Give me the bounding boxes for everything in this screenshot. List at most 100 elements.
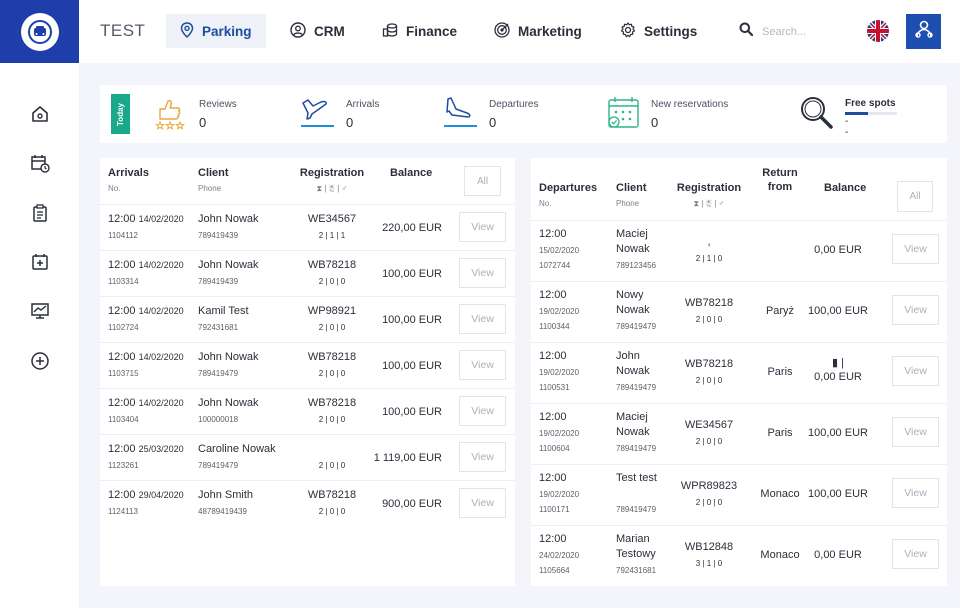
view-button[interactable]: View <box>459 442 506 472</box>
client-name: John Nowak <box>198 213 259 225</box>
reservation-number: 1100531 <box>539 383 570 392</box>
client-last-name: Nowak <box>616 365 650 377</box>
view-button[interactable]: View <box>459 350 506 380</box>
view-button[interactable]: View <box>892 417 939 447</box>
arrivals-header: Arrivals No. <box>108 167 149 193</box>
client-phone: 789419479 <box>198 369 239 378</box>
calendar-clock-icon[interactable] <box>28 151 52 175</box>
search-input[interactable] <box>762 25 832 38</box>
view-button[interactable]: View <box>892 356 939 386</box>
today-stats-bar: Today Reviews 0 Arrivals 0 Departures 0 … <box>100 85 947 143</box>
table-row: 12:00 15/02/2020 1072744 Maciej Nowak 7891234… <box>531 220 947 281</box>
registration-plate: WE34567 <box>684 419 734 431</box>
client-name: Caroline Nowak <box>198 443 276 455</box>
passenger-counts: 2 | 0 | 0 <box>318 277 346 286</box>
home-icon[interactable] <box>28 102 52 126</box>
uk-flag-icon[interactable] <box>867 20 889 42</box>
plane-landing-icon <box>300 96 336 135</box>
new-reservations-label: New reservations <box>651 99 729 110</box>
user-menu-button[interactable] <box>906 14 941 49</box>
departures-stat-value: 0 <box>489 115 497 130</box>
calendar-check-icon <box>607 95 641 136</box>
client-first-name: Nowy <box>616 289 644 301</box>
arrival-time: 12:00 14/02/2020 <box>108 259 184 271</box>
table-row: 12:00 19/02/2020 1100171 Test test 789419479… <box>531 464 947 525</box>
gear-icon <box>620 21 636 41</box>
client-first-name: Maciej <box>616 411 648 423</box>
arrival-time: 12:00 14/02/2020 <box>108 213 184 225</box>
balance-amount: 100,00 EUR <box>808 488 868 500</box>
user-circle-icon <box>290 21 306 41</box>
client-header: Client Phone <box>616 182 647 208</box>
client-last-name: Nowak <box>616 243 650 255</box>
passenger-counts: 2 | 1 | 0 <box>695 254 723 263</box>
reservation-number: 1124113 <box>108 507 138 516</box>
passenger-counts: 2 | 0 | 0 <box>318 415 346 424</box>
view-button[interactable]: View <box>459 304 506 334</box>
nav-parking[interactable]: Parking <box>166 14 266 48</box>
balance-amount: 100,00 EUR <box>382 360 442 372</box>
free-spots-value: -- <box>845 116 849 138</box>
client-first-name: John <box>616 350 640 362</box>
registration-plate: WPR89823 <box>680 480 738 492</box>
client-phone: 789123456 <box>616 261 657 270</box>
balance-amount: 900,00 EUR <box>382 498 442 510</box>
balance-amount: 100,00 EUR <box>808 427 868 439</box>
nav-settings[interactable]: Settings <box>606 14 711 48</box>
balance-amount: 220,00 EUR <box>382 222 442 234</box>
departure-time: 12:00 <box>539 350 567 362</box>
passenger-counts: 2 | 1 | 1 <box>318 231 346 240</box>
view-button[interactable]: View <box>892 539 939 569</box>
client-header: Client Phone <box>198 167 229 193</box>
registration-plate: WB78218 <box>684 358 734 370</box>
passenger-counts: 2 | 0 | 0 <box>695 437 723 446</box>
client-name: John Smith <box>198 489 254 501</box>
view-button[interactable]: View <box>892 295 939 325</box>
view-button[interactable]: View <box>892 478 939 508</box>
view-button[interactable]: View <box>459 212 506 242</box>
reservation-number: 1103404 <box>108 415 139 424</box>
view-button[interactable]: View <box>892 234 939 264</box>
coins-icon <box>382 22 398 41</box>
new-reservations-value: 0 <box>651 115 659 130</box>
reservation-number: 1102724 <box>108 323 139 332</box>
all-arrivals-button[interactable]: All <box>464 166 501 196</box>
reservation-number: 1105664 <box>539 566 570 575</box>
client-phone: 789419479 <box>616 444 657 453</box>
calendar-plus-icon[interactable] <box>28 250 52 274</box>
nav-crm[interactable]: CRM <box>276 14 359 48</box>
clipboard-icon[interactable] <box>28 201 52 225</box>
view-button[interactable]: View <box>459 488 506 518</box>
sidebar <box>0 63 79 608</box>
client-phone: 792431681 <box>198 323 239 332</box>
nav-finance-label: Finance <box>406 23 458 39</box>
client-phone: 789419479 <box>616 505 657 514</box>
passenger-counts: 2 | 0 | 0 <box>318 369 346 378</box>
view-button[interactable]: View <box>459 396 506 426</box>
all-departures-button[interactable]: All <box>897 181 933 212</box>
client-phone: 789419479 <box>616 383 657 392</box>
nav-marketing[interactable]: Marketing <box>480 14 596 48</box>
return-from: Paryż <box>765 305 795 317</box>
registration-plate: WP98921 <box>307 305 357 317</box>
nav-finance[interactable]: Finance <box>368 14 471 48</box>
app-logo[interactable] <box>0 0 79 63</box>
target-icon <box>494 21 510 41</box>
registration-plate: WE34567 <box>307 213 357 225</box>
chart-monitor-icon[interactable] <box>28 299 52 323</box>
departures-table: Departures No. Client Phone Registration… <box>531 158 947 586</box>
table-row: 12:00 25/03/2020 1123261 Caroline Nowak 789… <box>100 434 515 480</box>
magnifier-icon <box>799 95 835 136</box>
passenger-counts: 2 | 0 | 0 <box>318 323 346 332</box>
thumbs-up-stars-icon <box>152 95 188 136</box>
search-icon[interactable] <box>739 22 754 41</box>
table-row: 12:00 14/02/2020 1103314 John Nowak 7894194… <box>100 250 515 296</box>
client-first-name: Maciej <box>616 228 648 240</box>
plus-circle-icon[interactable] <box>28 349 52 373</box>
table-row: 12:00 19/02/2020 1100604 Maciej Nowak 7894194… <box>531 403 947 464</box>
view-button[interactable]: View <box>459 258 506 288</box>
client-name: Kamil Test <box>198 305 249 317</box>
table-row: 12:00 14/02/2020 1103715 John Nowak 7894194… <box>100 342 515 388</box>
reviews-label: Reviews <box>199 99 237 110</box>
registration-plate: WB78218 <box>684 297 734 309</box>
